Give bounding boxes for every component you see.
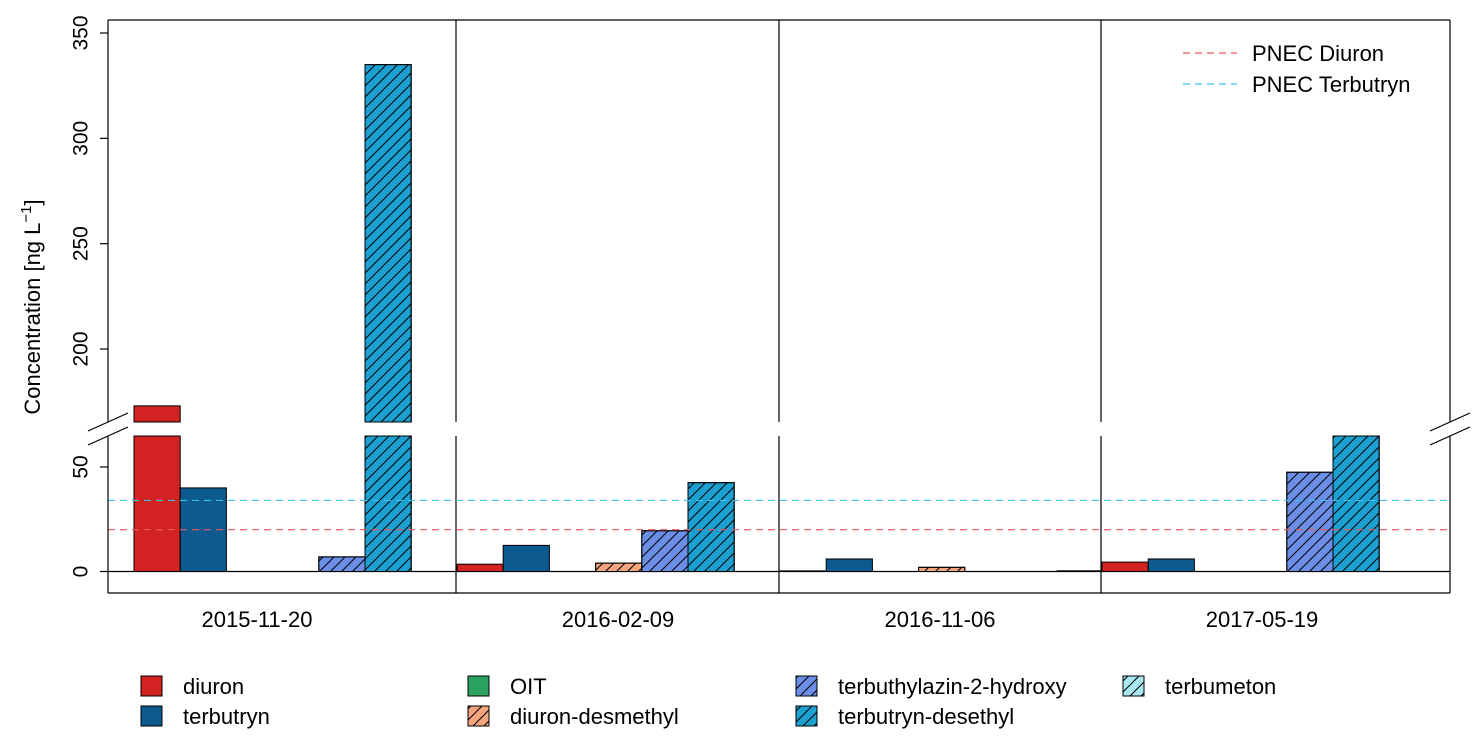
legend-ref-label: PNEC Diuron (1252, 41, 1384, 66)
legend-label-terbutryn: terbutryn (183, 704, 270, 729)
y-axis-title-main: Concentration [ng L (20, 223, 45, 415)
legend-swatch-hatch (467, 705, 490, 727)
axis-break-mark (87, 412, 129, 432)
bar-hatch-terbuthylazin-2-hydroxy-2017-05-19 (1286, 471, 1334, 573)
bar-hatch-terbutryn-desethyl-2015-11-20 (364, 64, 412, 423)
axis-break-mark (1429, 426, 1471, 446)
legend-ref-label: PNEC Terbutryn (1252, 72, 1411, 97)
legend-swatch-hatch (795, 675, 818, 697)
bar-hatch-terbutryn-desethyl-2017-05-19 (1332, 435, 1380, 572)
bar-diuron-2015-11-20-lower (133, 435, 181, 572)
legend-label-terbuthylazin-2-hydroxy: terbuthylazin-2-hydroxy (838, 674, 1067, 699)
legend-label-diuron-desmethyl: diuron-desmethyl (510, 704, 679, 729)
y-axis-title-close: ] (20, 199, 45, 205)
category-label: 2015-11-20 (202, 607, 313, 632)
bar-terbutryn-2017-05-19 (1147, 558, 1195, 573)
legend-label-terbutryn-desethyl: terbutryn-desethyl (838, 704, 1014, 729)
y-tick-label: 250 (69, 226, 92, 261)
legend-swatch-diuron (140, 675, 163, 697)
bar-hatch-terbuthylazin-2-hydroxy-2015-11-20 (318, 556, 366, 572)
y-tick-label: 350 (69, 15, 92, 50)
legend-swatch-hatch (795, 705, 818, 727)
legend-label-diuron: diuron (183, 674, 244, 699)
bar-hatch-diuron-desmethyl-2016-11-06 (918, 566, 966, 573)
bar-diuron-2017-05-19 (1101, 561, 1149, 572)
bar-terbutryn-2016-02-09 (502, 544, 550, 572)
y-tick-label: 200 (69, 331, 92, 366)
y-tick-label: 0 (69, 566, 92, 578)
bar-hatch-terbuthylazin-2-hydroxy-2016-02-09 (641, 530, 689, 572)
bar-diuron-2016-11-06 (779, 570, 827, 572)
axis-break-mark (1429, 412, 1471, 432)
bar-hatch-terbutryn-desethyl-2016-02-09 (687, 482, 735, 572)
category-label: 2016-11-06 (885, 607, 996, 632)
axis-break-mark (87, 426, 129, 446)
bar-diuron-2015-11-20-upper (133, 405, 181, 423)
legend-swatch-hatch (1122, 675, 1145, 697)
y-tick-label: 300 (69, 121, 92, 156)
bar-hatch-diuron-desmethyl-2016-02-09 (595, 562, 643, 573)
legend-label-OIT: OIT (510, 674, 547, 699)
y-axis-title-exponent: −1 (18, 205, 35, 222)
bar-diuron-2016-02-09 (456, 563, 504, 572)
bar-hatch-terbumeton-2016-11-06 (1056, 570, 1104, 572)
bar-hatch-terbutryn-desethyl-2015-11-20 (364, 435, 412, 572)
legend-swatch-terbutryn (140, 705, 163, 727)
category-label: 2016-02-09 (562, 607, 675, 632)
category-label: 2017-05-19 (1206, 607, 1319, 632)
legend-label-terbumeton: terbumeton (1165, 674, 1276, 699)
bar-terbutryn-2016-11-06 (825, 558, 873, 573)
legend-swatch-OIT (467, 675, 490, 697)
y-axis-title: Concentration [ng L−1] (18, 199, 45, 414)
y-tick-label: 50 (69, 455, 92, 478)
